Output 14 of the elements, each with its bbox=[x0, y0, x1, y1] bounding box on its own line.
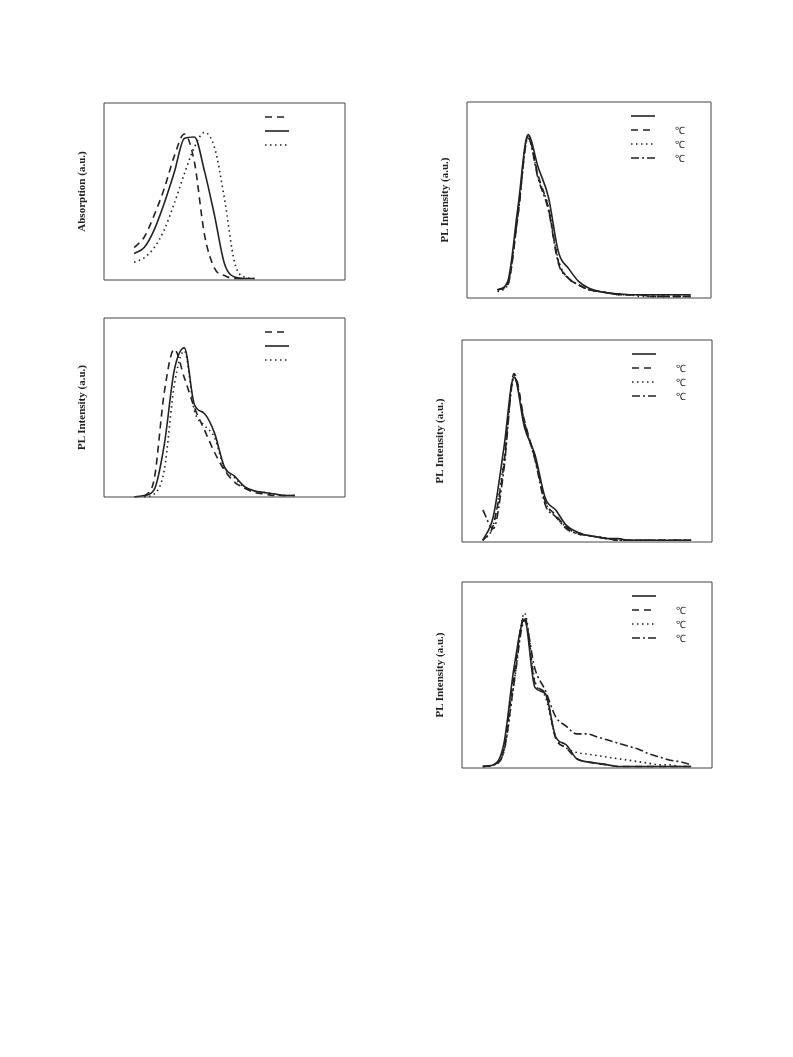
legend-label: ℃ bbox=[675, 152, 685, 165]
legend-label: ℃ bbox=[676, 618, 686, 631]
y-axis-title: PL Intensity (a.u.) bbox=[432, 632, 446, 718]
y-axis-title: PL Intensity (a.u.) bbox=[432, 398, 446, 484]
legend-label: ℃ bbox=[676, 632, 686, 645]
legend-label: ℃ bbox=[676, 390, 686, 403]
y-axis-title: PL Intensity (a.u.) bbox=[437, 157, 451, 243]
y-axis-title: Absorption (a.u.) bbox=[74, 150, 88, 232]
legend-label: ℃ bbox=[675, 124, 685, 137]
legend-label: ℃ bbox=[675, 138, 685, 151]
legend-label: ℃ bbox=[676, 376, 686, 389]
y-axis-title: PL Intensity (a.u.) bbox=[74, 364, 88, 450]
legend-label: ℃ bbox=[676, 604, 686, 617]
legend-label: ℃ bbox=[676, 362, 686, 375]
